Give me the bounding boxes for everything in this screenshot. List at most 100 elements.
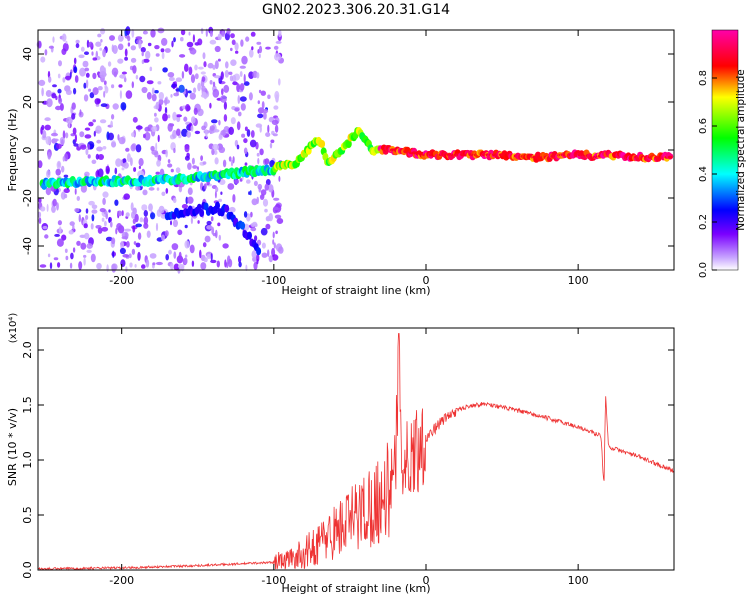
y-tick-label: 1.0 bbox=[21, 451, 34, 469]
spectrogram-noise-blob bbox=[142, 58, 150, 63]
spectrogram-noise-blob bbox=[226, 28, 231, 35]
spectrogram-noise-blob bbox=[203, 92, 208, 100]
spectrogram-noise-blob bbox=[223, 114, 228, 122]
spectrogram-noise-blob bbox=[274, 53, 281, 61]
spectrogram-noise-blob bbox=[68, 229, 74, 235]
spectrogram-noise-blob bbox=[177, 229, 183, 236]
spectrogram-secondary-cell bbox=[240, 221, 246, 230]
spectrogram-noise-blob bbox=[202, 52, 206, 60]
snr-frame bbox=[37, 327, 675, 571]
spectrogram-noise-blob bbox=[218, 234, 221, 241]
spectrogram-noise-blob bbox=[108, 217, 111, 224]
spectrogram-noise-blob bbox=[274, 90, 280, 100]
spectrogram-noise-blob bbox=[94, 98, 101, 105]
colorbar-tick-label: 0.4 bbox=[698, 166, 709, 182]
x-tick-label: 100 bbox=[568, 574, 589, 587]
spectrogram-noise-blob bbox=[214, 190, 217, 199]
spectrogram-noise-blob bbox=[180, 37, 184, 42]
spectrogram-noise-blob bbox=[274, 214, 282, 219]
spectrogram-noise-blob bbox=[132, 218, 136, 225]
spectrogram-noise-blob bbox=[258, 53, 261, 59]
spectrogram-noise-blob bbox=[212, 65, 216, 70]
spectrogram-noise-blob bbox=[62, 156, 65, 162]
spectrogram-noise-blob bbox=[171, 243, 179, 251]
spectrogram-noise-blob bbox=[265, 132, 271, 138]
spectrogram-noise-blob bbox=[117, 58, 124, 64]
spectrogram-noise-blob bbox=[227, 183, 235, 190]
spectrogram-noise-blob bbox=[72, 247, 76, 253]
spectrogram-noise-blob bbox=[202, 242, 207, 248]
spectrogram-noise-blob bbox=[149, 66, 153, 72]
spectrogram-noise-blob bbox=[89, 92, 95, 99]
spectrogram-noise-blob bbox=[130, 144, 136, 152]
spectrogram-noise-blob bbox=[222, 159, 227, 168]
spectrogram-noise-blob bbox=[278, 78, 281, 86]
spectrogram-noise-blob bbox=[83, 94, 89, 102]
spectrogram-noise-blob bbox=[192, 165, 198, 169]
spectrogram-noise-blob bbox=[61, 234, 67, 241]
spectrogram-noise-blob bbox=[257, 100, 260, 105]
spectrogram-noise-blob bbox=[278, 175, 281, 182]
spectrogram-noise-blob bbox=[203, 61, 207, 68]
spectrogram-noise-blob bbox=[212, 88, 220, 98]
spectrogram-noise-blob bbox=[267, 94, 271, 100]
spectrogram-noise-blob bbox=[125, 266, 128, 273]
spectrogram-noise-blob bbox=[96, 139, 102, 144]
spectrogram-noise-blob bbox=[135, 125, 143, 130]
spectrogram-noise-blob bbox=[84, 51, 89, 55]
spectrogram-noise-blob bbox=[88, 88, 92, 92]
spectrogram-noise-blob bbox=[218, 198, 223, 203]
spectrogram-noise-blob bbox=[259, 194, 265, 201]
x-tick-label: 100 bbox=[568, 274, 589, 287]
spectrogram-marks bbox=[36, 26, 674, 274]
spectrogram-noise-blob bbox=[172, 219, 178, 228]
spectrogram-noise-blob bbox=[217, 222, 221, 227]
spectrogram-noise-blob bbox=[78, 261, 83, 270]
spectrogram-noise-blob bbox=[158, 92, 164, 100]
snr-x-ticks: -200 -100 0 100 bbox=[109, 328, 589, 587]
spectrogram-noise-blob bbox=[245, 36, 250, 42]
spectrogram-noise-blob bbox=[194, 130, 201, 135]
spectrogram-noise-blob bbox=[78, 54, 85, 59]
spectrogram-noise-blob bbox=[273, 197, 280, 201]
spectrogram-noise-blob bbox=[221, 30, 225, 37]
x-tick-label: -200 bbox=[109, 274, 134, 287]
spectrogram-noise-blob bbox=[161, 191, 166, 196]
spectrogram-noise-blob bbox=[240, 39, 244, 47]
spectrogram-noise-blob bbox=[165, 254, 169, 261]
spectrogram-noise-blob bbox=[236, 121, 241, 131]
spectrogram-noise-blob bbox=[82, 60, 89, 68]
spectrogram-noise-blob bbox=[64, 248, 68, 253]
spectrogram-noise-blob bbox=[211, 119, 218, 124]
x-tick-label: -200 bbox=[109, 574, 134, 587]
spectrogram-noise-blob bbox=[239, 71, 243, 77]
spectrogram-noise-blob bbox=[167, 159, 171, 164]
spectrogram-noise-blob bbox=[52, 84, 57, 88]
spectrogram-noise-blob bbox=[193, 107, 198, 116]
spectrogram-noise-blob bbox=[250, 130, 255, 138]
spectrogram-noise-blob bbox=[161, 234, 165, 241]
spectrogram-noise-blob bbox=[71, 113, 76, 120]
spectrogram-noise-blob bbox=[250, 222, 256, 228]
spectrogram-noise-blob bbox=[129, 262, 133, 268]
spectrogram-noise-blob bbox=[230, 159, 234, 167]
spectrogram-noise-blob bbox=[259, 148, 264, 156]
spectrogram-noise-blob bbox=[238, 255, 242, 264]
spectrogram-noise-blob bbox=[116, 223, 122, 231]
spectrogram-noise-blob bbox=[220, 129, 227, 136]
spectrogram-noise-blob bbox=[111, 237, 116, 245]
spectrogram-noise-blob bbox=[211, 226, 215, 235]
spectrogram-noise-blob bbox=[189, 244, 195, 254]
spectrogram-noise-blob bbox=[135, 242, 141, 248]
spectrogram-noise-blob bbox=[122, 158, 127, 164]
spectrogram-noise-blob bbox=[90, 253, 96, 263]
spectrogram-noise-blob bbox=[189, 92, 196, 100]
spectrogram-noise-blob bbox=[92, 57, 98, 61]
spectrogram-noise-blob bbox=[125, 90, 133, 99]
spectrogram-noise-blob bbox=[205, 28, 208, 37]
spectrogram-noise-blob bbox=[73, 57, 77, 65]
spectrogram-noise-blob bbox=[141, 59, 145, 65]
spectrogram-noise-blob bbox=[258, 89, 262, 94]
spectrogram-noise-blob bbox=[88, 200, 95, 206]
